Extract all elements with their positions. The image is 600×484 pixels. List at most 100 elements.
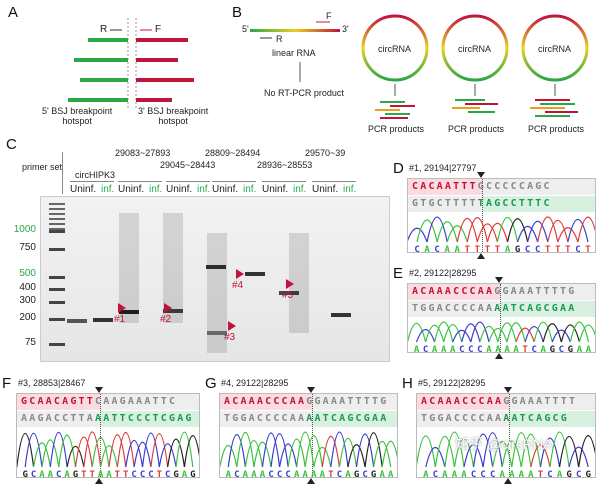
base-call: A	[519, 470, 525, 478]
five-prime: 5'	[242, 24, 249, 34]
trace-peak	[150, 433, 169, 468]
base-call: A	[486, 345, 492, 353]
trace-peak	[373, 441, 392, 468]
downstream-sequence-row: TGGACCCCAAAATCAGCGAA	[220, 411, 397, 427]
junction-line	[312, 394, 313, 477]
trace-peak	[547, 219, 569, 243]
trace-peak	[511, 432, 532, 468]
base-call: A	[294, 470, 300, 478]
base-call: G	[568, 345, 573, 353]
ladder-size: 750	[19, 242, 36, 253]
base-call: A	[345, 470, 351, 478]
trace-peak	[364, 432, 383, 468]
primer-set-name: 29083~27893	[115, 148, 171, 158]
base-call: C	[337, 470, 342, 478]
trace-peak	[452, 329, 472, 343]
ladder-size: 300	[19, 295, 36, 306]
trace-peak	[338, 437, 358, 468]
band-label: #2	[160, 314, 172, 325]
base-call: A	[495, 345, 501, 353]
smear	[289, 233, 309, 333]
primer-set-name: 28809~28494	[205, 148, 261, 158]
base-call: G	[566, 470, 571, 478]
seq-right: GCCCCCAGC	[477, 181, 552, 192]
base-call: T	[545, 245, 551, 253]
trace-peak	[330, 431, 349, 468]
trace-peak	[100, 445, 118, 468]
seq-left: AAGACCTTA	[21, 413, 95, 424]
right-caption: 3' BSJ breakpoint hotspot	[138, 106, 209, 126]
trace-peak	[415, 328, 436, 343]
base-call: G	[173, 470, 178, 478]
trace-peak	[408, 227, 428, 243]
trace-peak	[321, 435, 341, 468]
gel-band	[207, 331, 227, 335]
pcr-products-label: PCR products	[448, 124, 505, 134]
base-call: C	[165, 470, 170, 478]
trace-peak	[520, 433, 542, 468]
junction-marker-icon	[477, 172, 486, 178]
junction-marker-icon	[477, 253, 486, 259]
panel-label: G	[205, 375, 217, 392]
ladder-size: 400	[19, 282, 36, 293]
chromatogram-box: CACAATTTGCCCCCAGC GTGCTTTTTAGCCTTTC C A C A A T…	[407, 178, 596, 253]
trace-peak	[253, 441, 272, 468]
trace-peak	[287, 438, 306, 468]
primer-set-label: primer set	[22, 162, 63, 172]
trace-peak	[24, 432, 43, 468]
base-call: T	[495, 245, 501, 253]
base-call: C	[575, 245, 580, 253]
seq-right: GGAAATTTT	[503, 396, 578, 407]
junction-line	[100, 394, 102, 477]
trace-peak	[501, 440, 522, 468]
seq-left: TGGACCCCAA	[412, 303, 495, 314]
base-call: C	[31, 470, 36, 478]
base-call: C	[490, 470, 495, 478]
base-call: T	[465, 245, 471, 253]
upstream-sequence-row: ACAAACCCAAGGAAATTTTG	[220, 394, 397, 410]
lane-inf: inf.	[197, 184, 211, 195]
primer-set-name: 28936~28553	[257, 160, 313, 170]
base-call: A	[311, 470, 317, 478]
trace-peak	[381, 440, 397, 468]
lane-uninf: Uninf.	[312, 184, 339, 195]
ladder-band	[49, 230, 65, 233]
circrna-label: circRNA	[458, 44, 491, 54]
trace-peak	[567, 219, 589, 243]
trace-peak	[236, 431, 255, 468]
chromatogram-box: GCAACAGTTCAAGAAATTC AAGACCTTAAATTCCCTCGAG…	[16, 393, 200, 478]
divider	[166, 181, 210, 182]
ladder-band	[49, 301, 65, 304]
base-call: C	[234, 470, 239, 478]
trace-peak	[539, 437, 561, 468]
base-call: G	[586, 470, 591, 478]
smear	[119, 213, 139, 323]
junction-line	[482, 179, 484, 252]
junction-title: #3, 28853|28467	[18, 378, 86, 388]
pcr-products-label: PCR products	[528, 124, 585, 134]
smear	[163, 213, 183, 323]
trace-peak	[578, 434, 595, 468]
chromatogram-box: ACAAACCCAAGGAAATTTTG TGGACCCCAAAATCAGCGAA…	[219, 393, 398, 478]
trace-peak	[461, 323, 481, 343]
base-call: T	[522, 345, 528, 353]
ladder-band	[49, 218, 65, 220]
trace-peak	[116, 431, 135, 468]
base-call: C	[433, 470, 438, 478]
primer-r: R	[276, 34, 283, 44]
base-call: A	[441, 345, 447, 353]
base-call: C	[434, 245, 439, 253]
trace-peak	[278, 443, 298, 468]
bsj-schematic	[68, 18, 194, 108]
junction-title: #5, 29122|28295	[418, 378, 486, 388]
base-call: A	[424, 245, 430, 253]
trace-peak	[560, 324, 581, 343]
base-call: A	[509, 470, 515, 478]
base-call: A	[320, 470, 326, 478]
trace-peak	[91, 436, 110, 468]
gel-band	[67, 319, 87, 323]
ladder-band	[49, 223, 65, 225]
trace-peak	[488, 327, 508, 343]
trace-peak	[482, 432, 503, 468]
